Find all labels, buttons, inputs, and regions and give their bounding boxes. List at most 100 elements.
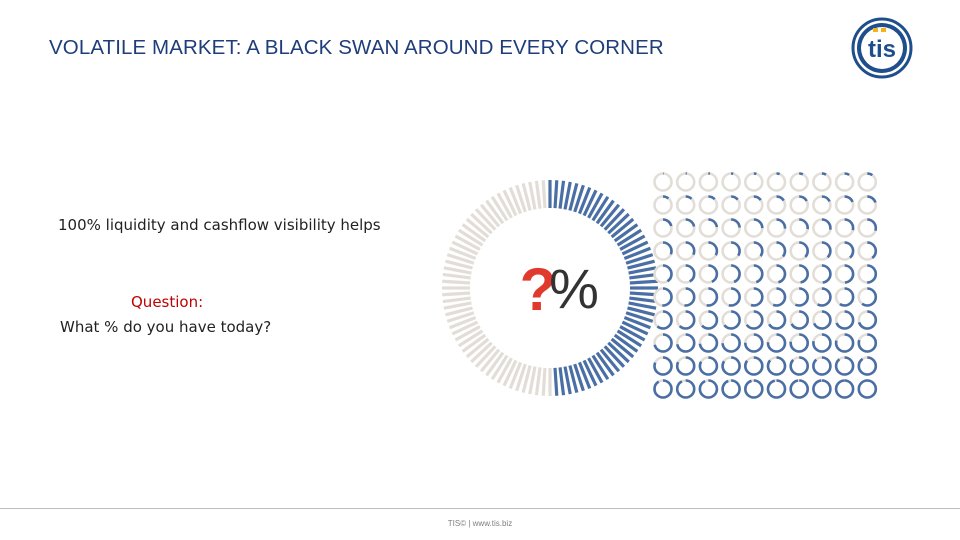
mini-dial-progress [766, 287, 787, 307]
ring-tick [479, 348, 501, 373]
ring-tick [577, 186, 592, 215]
mini-dial [721, 218, 741, 238]
ring-tick [485, 351, 505, 377]
ring-tick [485, 199, 505, 225]
mini-dial-progress [789, 172, 809, 192]
mini-dial-progress [675, 195, 696, 215]
ring-tick [515, 363, 527, 392]
mini-dial-progress [675, 241, 696, 261]
mini-dial-progress [812, 310, 832, 330]
mini-dial-progress [789, 264, 809, 284]
ring-tick [470, 341, 493, 364]
mini-dial-progress [653, 218, 673, 238]
mini-dial [721, 195, 741, 215]
mini-dial-progress [766, 379, 787, 399]
mini-dial-progress [675, 172, 696, 192]
mini-dial-progress [653, 287, 673, 307]
mini-dial-progress [675, 333, 696, 353]
mini-dial-progress [812, 172, 832, 192]
mini-dial-progress [698, 241, 719, 261]
mini-dial-progress [766, 218, 787, 238]
ring-tick [490, 354, 509, 381]
mini-dial-progress [698, 287, 719, 307]
mini-dial-progress [698, 172, 719, 192]
mini-dial-progress [789, 218, 809, 238]
ring-tick [603, 208, 626, 231]
mini-dial [675, 195, 696, 215]
ring-tick [628, 301, 657, 310]
mini-dial-progress [789, 356, 809, 376]
ring-tick [627, 259, 656, 270]
mini-dial-progress [675, 218, 696, 238]
ring-tick [563, 366, 572, 395]
question-text: What % do you have today? [60, 318, 272, 336]
ring-tick [508, 361, 523, 390]
ring-tick [619, 325, 646, 342]
ring-tick [474, 208, 497, 231]
mini-dial [653, 172, 673, 192]
svg-text:tis: tis [868, 36, 896, 63]
ring-tick [623, 246, 652, 261]
mini-dial-progress [698, 379, 719, 399]
ring-tick [603, 345, 626, 368]
ring-tick [625, 311, 654, 323]
ring-tick [541, 367, 547, 396]
ring-tick [595, 351, 615, 377]
ring-tick [607, 341, 630, 364]
ring-tick [587, 357, 604, 384]
ring-tick [451, 320, 479, 336]
ring-tick [446, 311, 475, 323]
footer-text: TIS© | www.tis.biz [447, 519, 513, 528]
ring-tick [591, 354, 610, 381]
mini-dial-progress [653, 333, 673, 353]
ring-tick [582, 189, 598, 217]
mini-dial [834, 195, 855, 215]
percent-glyph: % [549, 257, 599, 320]
ring-tick [454, 234, 481, 251]
ring-tick [465, 217, 490, 239]
ring-tick [599, 203, 621, 228]
ring-tick [442, 296, 471, 304]
mini-dial-progress [698, 356, 719, 376]
ring-tick [623, 315, 652, 330]
mini-dial-progress [812, 241, 832, 261]
ring-tick [610, 337, 635, 359]
ring-tick [508, 186, 523, 215]
footer-divider [0, 508, 960, 509]
ring-tick [496, 357, 513, 384]
ring-tick [521, 182, 532, 211]
mini-dial-progress [857, 379, 878, 399]
ring-tick [629, 279, 658, 285]
mini-dial [812, 172, 832, 192]
mini-dial [766, 172, 787, 192]
ring-tick [558, 180, 566, 209]
mini-dial-progress [653, 195, 673, 215]
ring-tick [625, 253, 654, 265]
ring-tick [515, 184, 527, 213]
ring-tick [573, 363, 585, 392]
ring-tick [563, 181, 572, 210]
mini-dial-progress [789, 310, 809, 330]
liquidity-statement: 100% liquidity and cashflow visibility h… [58, 216, 381, 234]
ring-tick [444, 306, 473, 317]
ring-tick [454, 325, 481, 342]
ring-tick [616, 228, 643, 247]
ring-tick [629, 291, 658, 297]
ring-tick [474, 345, 497, 368]
tis-logo: tis [851, 17, 913, 79]
ring-tick [610, 217, 635, 239]
mini-dial-progress [766, 172, 787, 192]
mini-dial-progress [812, 218, 832, 238]
ring-tick [528, 366, 537, 395]
ring-tick [619, 234, 646, 251]
mini-dial-progress [675, 310, 696, 330]
mini-dial-progress [653, 356, 673, 376]
mini-dial-progress [812, 287, 832, 307]
ring-tick [541, 180, 547, 209]
mini-dial-progress [812, 333, 832, 353]
mini-dial-progress [766, 333, 787, 353]
ring-tick [448, 315, 477, 330]
ring-tick [553, 180, 559, 209]
ring-tick [451, 240, 479, 256]
question-label: Question: [131, 293, 204, 311]
